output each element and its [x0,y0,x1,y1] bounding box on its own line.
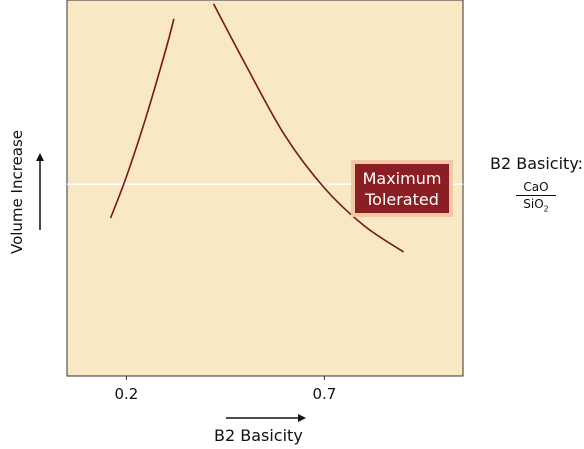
x-ticks: 0.2 0.7 [114,376,336,403]
fraction-subscript: 2 [543,204,549,214]
maximum-tolerated-annotation: Maximum Tolerated [351,160,453,217]
fraction-bar [516,195,556,196]
x-axis-label: B2 Basicity [214,426,303,445]
fraction-denominator-text: SiO [523,197,544,211]
x-axis-arrowhead [298,414,306,422]
y-axis-label: Volume Increase [8,129,26,255]
x-tick-label: 0.7 [312,385,336,403]
annotation-line1: Maximum [362,168,442,188]
basicity-fraction: CaO SiO2 [514,180,558,213]
fraction-denominator: SiO2 [514,196,558,213]
curves [109,3,405,253]
annotation-line2: Tolerated [365,189,439,209]
curve-2 [212,3,405,253]
y-axis-arrowhead [36,153,44,161]
fraction-numerator: CaO [523,180,549,194]
x-tick-label: 0.2 [114,385,138,403]
side-label-title: B2 Basicity: [490,154,584,173]
curve-1 [109,18,175,219]
